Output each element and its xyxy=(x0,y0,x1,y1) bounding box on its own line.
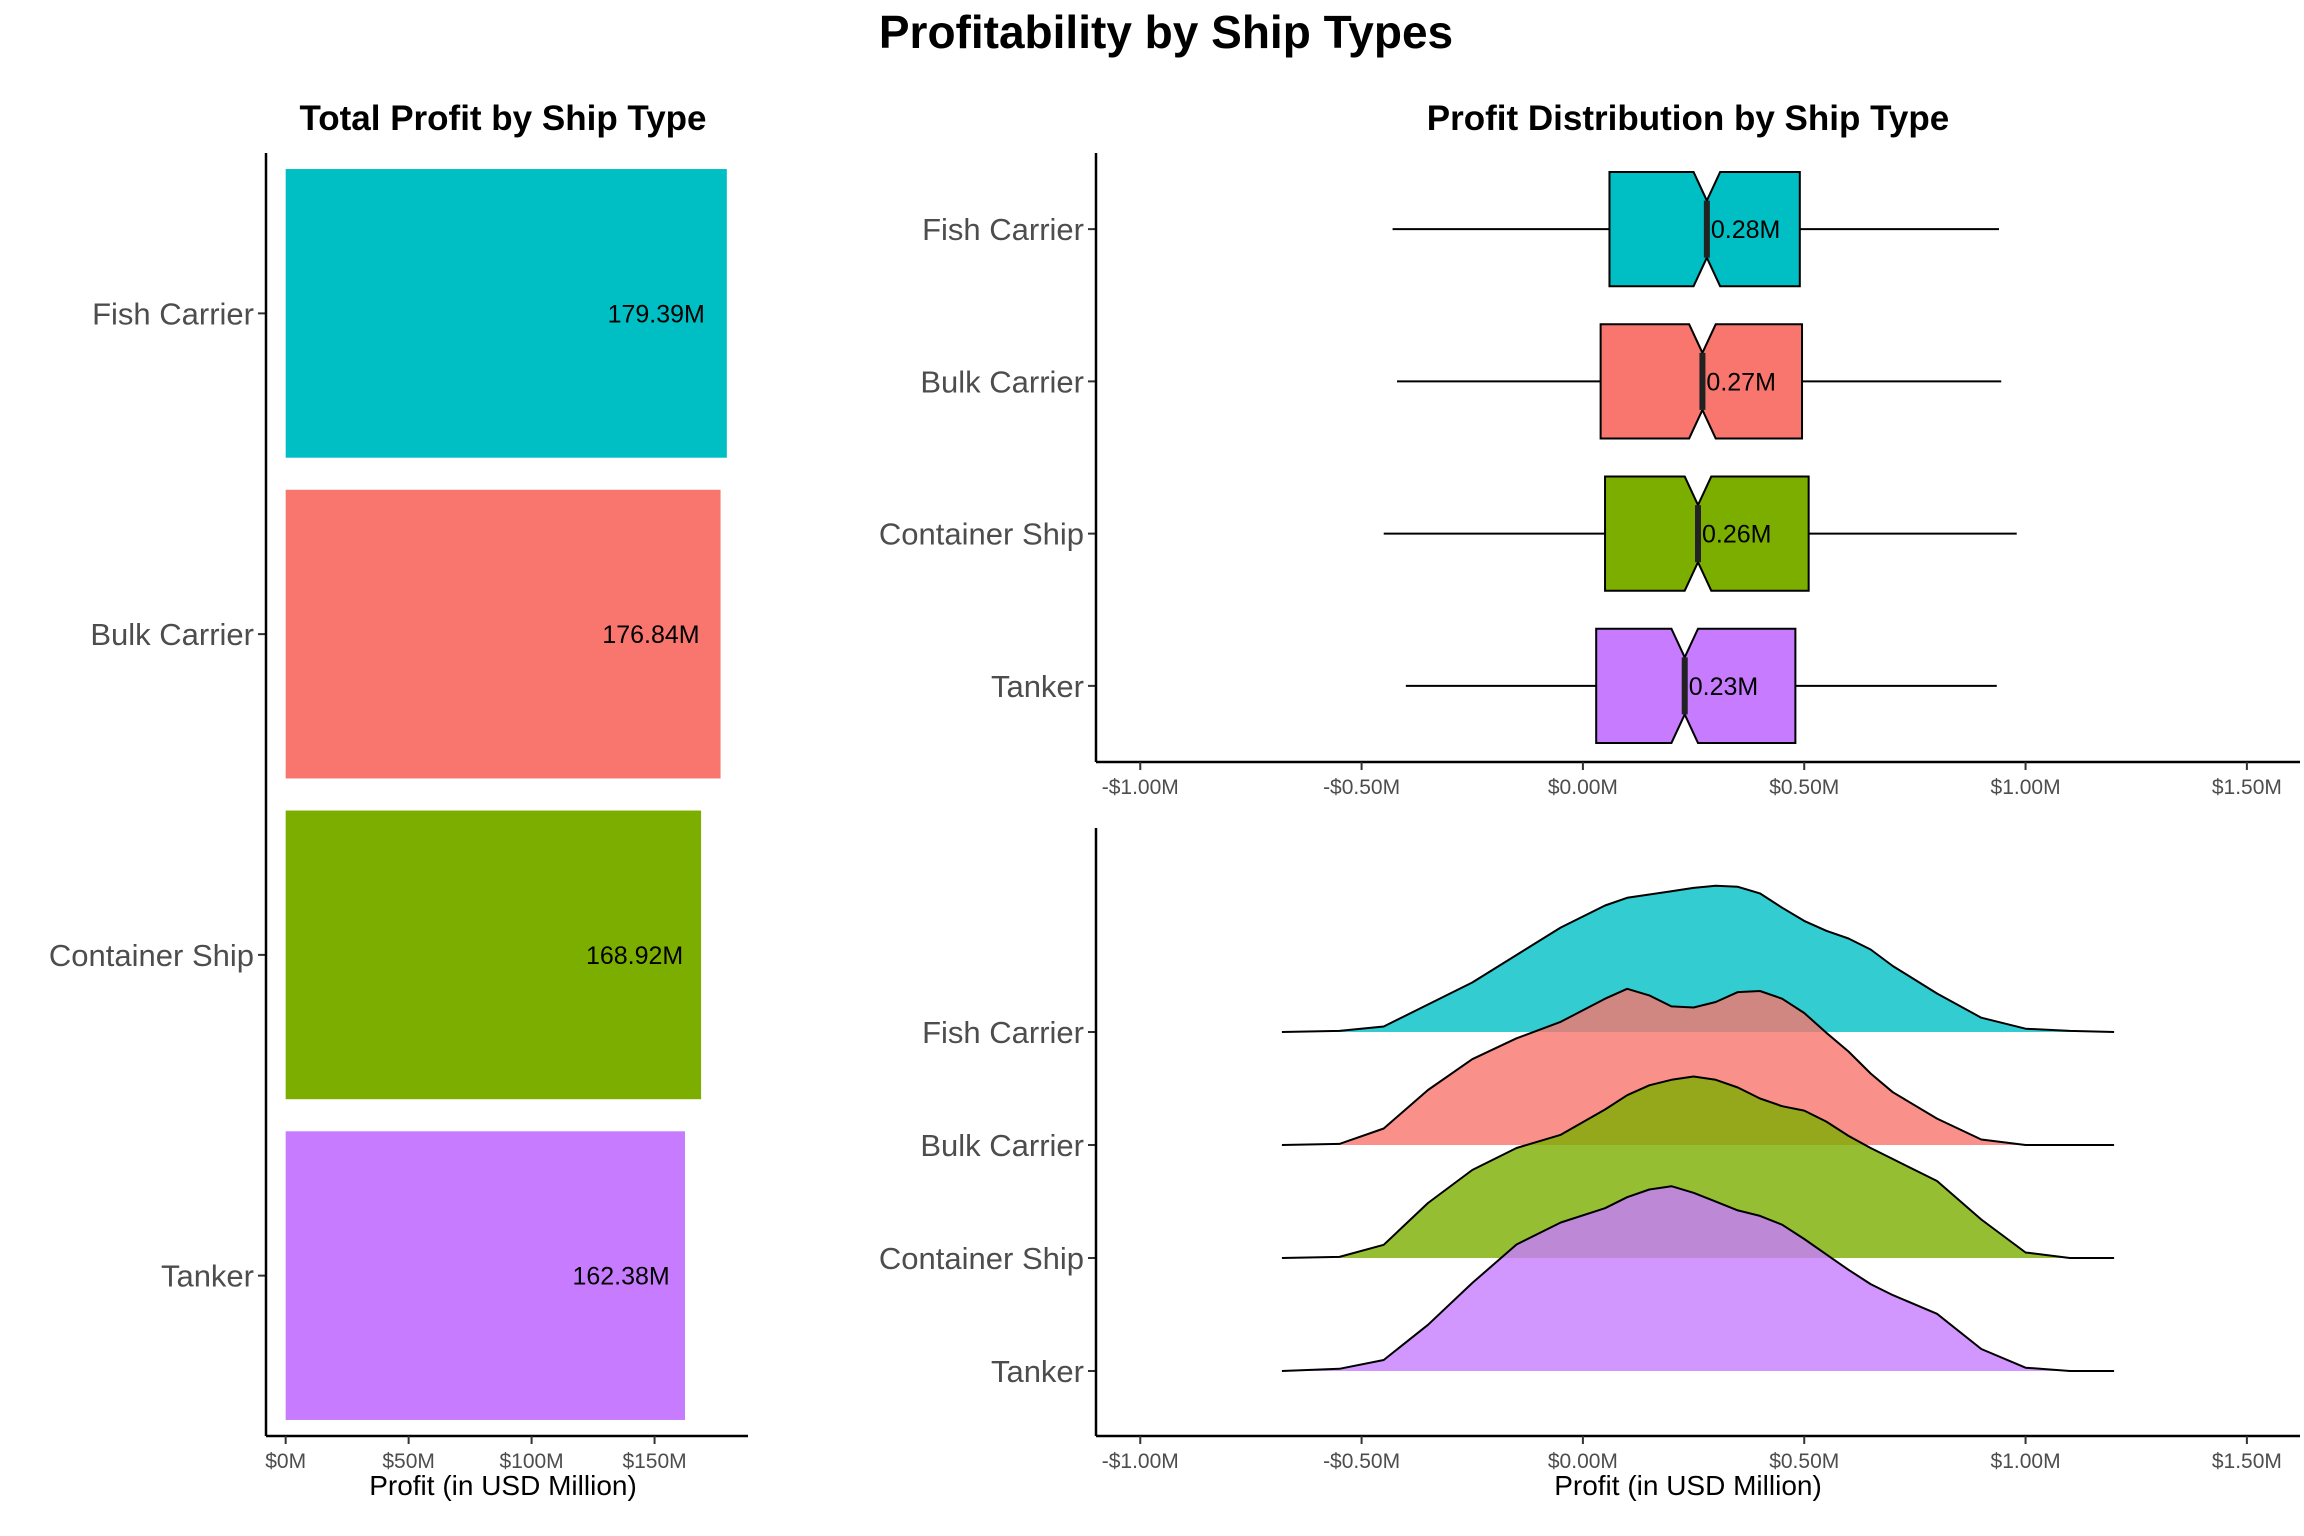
box-x-tick-label: $0.00M xyxy=(1548,776,1618,799)
box-median-label-container-ship: 0.26M xyxy=(1702,521,1771,549)
bar-x-tick-label: $150M xyxy=(622,1450,686,1473)
box-category-label-tanker: Tanker xyxy=(991,669,1084,704)
bar-x-tick-label: $100M xyxy=(499,1450,563,1473)
ridge-line-fish-carrier xyxy=(1281,884,2115,1033)
bar-panel-title: Total Profit by Ship Type xyxy=(299,99,706,138)
boxplot-axes: Fish Carrier Bulk Carrier Container Ship Ta… xyxy=(879,153,2300,799)
boxplot-marks: 0.28M 0.27M 0.26M 0.23M xyxy=(1383,171,2017,744)
bar-value-label-tanker: 162.38M xyxy=(572,1263,669,1291)
bar-value-label-bulk-carrier: 176.84M xyxy=(602,621,699,649)
bar-x-tick-label: $50M xyxy=(382,1450,435,1473)
bar-marks: 179.39M 176.84M 168.92M 162.38M xyxy=(285,169,727,1420)
ridge-line-container-ship xyxy=(1281,1075,2115,1259)
box-median-label-bulk-carrier: 0.27M xyxy=(1706,368,1775,396)
ridge-x-tick-label: $0.50M xyxy=(1769,1450,1839,1473)
box-x-tick-label: $1.50M xyxy=(2212,776,2282,799)
box-x-tick-label: -$0.50M xyxy=(1323,776,1400,799)
ridge-category-label-container-ship: Container Ship xyxy=(879,1241,1084,1276)
box-tanker xyxy=(1595,627,1797,744)
ridge-area-bulk-carrier xyxy=(1281,988,2115,1145)
ridge-x-tick-label: $0.00M xyxy=(1548,1450,1618,1473)
ridge-category-label-fish-carrier: Fish Carrier xyxy=(922,1015,1084,1050)
ridgeline-x-axis-title: Profit (in USD Million) xyxy=(1554,1470,1822,1501)
box-container-ship xyxy=(1604,475,1810,592)
bar-tanker xyxy=(285,1131,685,1420)
figure-title: Profitability by Ship Types xyxy=(879,6,1453,58)
boxplot-panel: Profit Distribution by Ship Type 0.28M0.… xyxy=(879,99,2300,799)
bar-fish-carrier xyxy=(285,169,727,458)
ridge-line-bulk-carrier xyxy=(1281,987,2115,1146)
ridge-x-tick-label: $1.50M xyxy=(2212,1450,2282,1473)
ridge-category-label-tanker: Tanker xyxy=(991,1354,1084,1389)
ridgeline-panel: Fish Carrier Bulk Carrier Container Ship Ta… xyxy=(879,828,2300,1501)
box-x-tick-label: -$1.00M xyxy=(1102,776,1179,799)
ridgeline-marks xyxy=(1281,884,2115,1372)
ridge-area-fish-carrier xyxy=(1281,885,2115,1032)
box-category-label-bulk-carrier: Bulk Carrier xyxy=(920,364,1084,399)
bar-axes: Fish Carrier Bulk Carrier Container Ship Ta… xyxy=(49,153,748,1473)
bar-x-tick-label: $0M xyxy=(265,1450,306,1473)
ridge-area-container-ship xyxy=(1281,1076,2115,1258)
bar-category-label-tanker: Tanker xyxy=(161,1259,254,1294)
bar-container-ship xyxy=(285,810,702,1100)
bar-value-label-fish-carrier: 179.39M xyxy=(608,300,705,328)
box-category-label-container-ship: Container Ship xyxy=(879,517,1084,552)
ridge-x-tick-label: -$0.50M xyxy=(1323,1450,1400,1473)
bar-category-label-container-ship: Container Ship xyxy=(49,938,254,973)
ridge-line-tanker xyxy=(1281,1185,2115,1372)
bar-category-label-bulk-carrier: Bulk Carrier xyxy=(90,617,254,652)
box-category-label-fish-carrier: Fish Carrier xyxy=(922,212,1084,247)
ridgeline-axes: Fish Carrier Bulk Carrier Container Ship Ta… xyxy=(879,828,2300,1473)
ridge-x-tick-label: $1.00M xyxy=(1991,1450,2061,1473)
box-median-label-fish-carrier: 0.28M xyxy=(1711,216,1780,244)
bar-panel: Total Profit by Ship Type 179.39M 176.84M… xyxy=(49,99,748,1501)
bar-value-label-container-ship: 168.92M xyxy=(586,942,683,970)
box-x-tick-label: $0.50M xyxy=(1769,776,1839,799)
ridge-category-label-bulk-carrier: Bulk Carrier xyxy=(920,1128,1084,1163)
ridge-area-tanker xyxy=(1281,1186,2115,1371)
box-median-label-tanker: 0.23M xyxy=(1689,673,1758,701)
boxplot-panel-title: Profit Distribution by Ship Type xyxy=(1427,99,1949,138)
box-x-tick-label: $1.00M xyxy=(1991,776,2061,799)
bar-bulk-carrier xyxy=(285,489,721,779)
ridge-x-tick-label: -$1.00M xyxy=(1102,1450,1179,1473)
bar-x-axis-title: Profit (in USD Million) xyxy=(369,1470,637,1501)
bar-category-label-fish-carrier: Fish Carrier xyxy=(92,296,254,331)
